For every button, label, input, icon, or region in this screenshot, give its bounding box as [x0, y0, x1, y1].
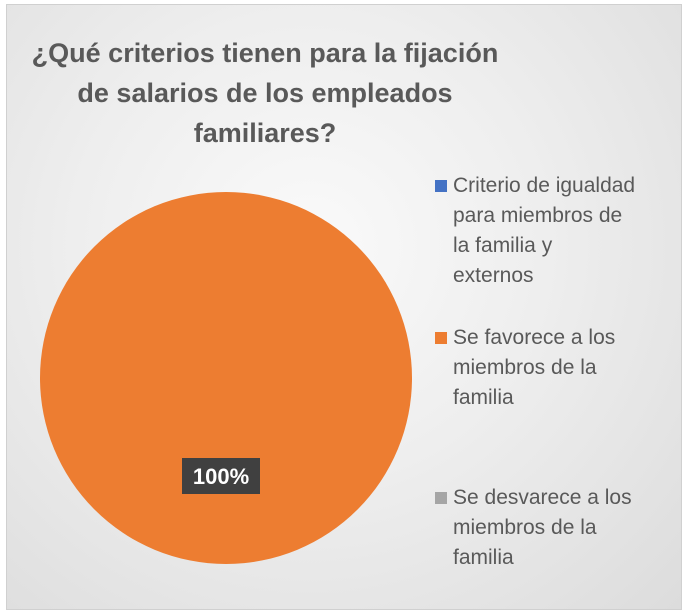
- legend-label: Criterio de igualdad para miembros de la…: [453, 174, 636, 287]
- data-label-1: 100%: [182, 458, 260, 494]
- data-label-text: 100%: [193, 464, 249, 489]
- pie-slice-1: [40, 192, 412, 564]
- chart-title: ¿Qué criterios tienen para la fijación d…: [31, 38, 499, 148]
- chart-legend: Criterio de igualdad para miembros de la…: [435, 5, 681, 609]
- legend-swatch: [435, 492, 447, 504]
- pie-chart: 100%: [40, 192, 412, 564]
- legend-label: Se desvarece a los miembros de la famili…: [453, 486, 632, 569]
- legend-swatch: [435, 180, 447, 192]
- legend-label: Se favorece a los miembros de la familia: [453, 326, 616, 409]
- data-label-box: [182, 458, 260, 494]
- legend-swatch: [435, 332, 447, 344]
- chart-area: ¿Qué criterios tienen para la fijación d…: [6, 4, 682, 610]
